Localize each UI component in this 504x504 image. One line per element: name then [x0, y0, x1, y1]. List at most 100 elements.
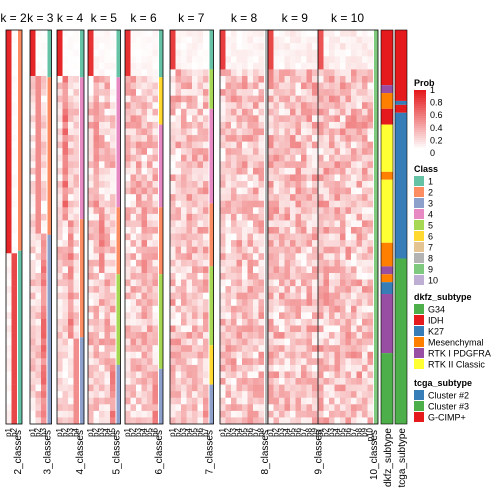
prob-cell: [141, 128, 147, 136]
prob-cell: [175, 95, 181, 103]
prob-cell: [225, 305, 231, 313]
prob-cell: [73, 378, 79, 385]
prob-gradient-step: [414, 136, 426, 139]
column-label: p1: [218, 427, 227, 436]
prob-cell: [340, 220, 346, 228]
panel-bottom-label: 5_classes: [112, 430, 123, 474]
prob-cell: [186, 279, 192, 287]
prob-cell: [318, 135, 324, 142]
prob-cell: [110, 141, 116, 149]
prob-cell: [192, 351, 198, 359]
prob-cell: [351, 292, 357, 300]
prob-cell: [41, 62, 47, 70]
prob-cell: [306, 213, 312, 221]
prob-cell: [279, 36, 285, 44]
prob-cell: [231, 49, 237, 57]
prob-cell: [351, 318, 357, 326]
prob-cell: [362, 194, 368, 202]
prob-cell: [6, 325, 12, 333]
prob-cell: [295, 194, 301, 202]
prob-cell: [197, 135, 203, 142]
prob-cell: [258, 108, 264, 116]
prob-cell: [99, 299, 105, 307]
prob-cell: [312, 128, 318, 136]
prob-cell: [181, 233, 187, 241]
prob-cell: [356, 36, 362, 44]
prob-cell: [62, 69, 68, 77]
prob-cell: [11, 272, 17, 280]
dkfz-annotation: dkfz_subtype: [380, 29, 394, 487]
column-label: p2: [173, 427, 182, 436]
prob-cell: [110, 384, 116, 392]
prob-cell: [88, 75, 94, 83]
prob-cell: [367, 69, 373, 77]
prob-cell: [362, 128, 368, 136]
prob-cell: [88, 397, 94, 405]
prob-cell: [273, 417, 279, 425]
prob-cell: [170, 128, 176, 136]
prob-cell: [203, 325, 209, 333]
prob-cell: [203, 102, 209, 110]
prob-cell: [175, 253, 181, 261]
prob-cell: [35, 30, 41, 37]
prob-cell: [136, 253, 142, 261]
prob-cell: [130, 364, 136, 372]
prob-cell: [125, 417, 131, 425]
prob-cell: [345, 154, 351, 162]
prob-cell: [130, 82, 136, 90]
prob-cell: [152, 141, 158, 149]
prob-cell: [295, 213, 301, 221]
prob-cell: [231, 69, 237, 77]
prob-cell: [356, 332, 362, 339]
prob-cell: [258, 391, 264, 399]
prob-cell: [170, 318, 176, 326]
prob-cell: [362, 292, 368, 300]
prob-cell: [170, 417, 176, 425]
prob-cell: [99, 207, 105, 215]
prob-cell: [136, 135, 142, 142]
prob-cell: [231, 246, 237, 254]
prob-cell: [279, 240, 285, 247]
prob-cell: [306, 358, 312, 366]
prob-cell: [6, 95, 12, 103]
prob-cell: [362, 141, 368, 149]
prob-cell: [152, 207, 158, 215]
prob-cell: [125, 108, 131, 116]
prob-cell: [6, 305, 12, 313]
prob-cell: [301, 332, 307, 339]
prob-cell: [11, 102, 17, 110]
prob-cell: [295, 121, 301, 129]
prob-cell: [152, 410, 158, 418]
prob-cell: [236, 384, 242, 392]
prob-cell: [104, 43, 110, 50]
prob-cell: [258, 43, 264, 50]
prob-cell: [170, 49, 176, 57]
prob-cell: [301, 259, 307, 267]
prob-cell: [203, 318, 209, 326]
prob-cell: [125, 36, 131, 44]
prob-cell: [141, 371, 147, 379]
prob-cell: [345, 49, 351, 57]
prob-cell: [6, 240, 12, 247]
prob-cell: [242, 128, 248, 136]
prob-cell: [290, 358, 296, 366]
prob-cell: [351, 69, 357, 77]
prob-cell: [329, 36, 335, 44]
prob-cell: [242, 266, 248, 274]
prob-cell: [197, 95, 203, 103]
prob-cell: [6, 318, 12, 326]
prob-cell: [284, 82, 290, 90]
prob-cell: [225, 227, 231, 234]
prob-cell: [35, 279, 41, 287]
prob-cell: [323, 233, 329, 241]
prob-cell: [11, 121, 17, 129]
prob-cell: [192, 227, 198, 234]
prob-cell: [247, 345, 253, 353]
panel-frame: [169, 29, 214, 425]
prob-cell: [170, 272, 176, 280]
prob-cell: [295, 154, 301, 162]
prob-cell: [273, 338, 279, 346]
prob-cell: [362, 371, 368, 379]
prob-cell: [73, 253, 79, 261]
prob-cell: [110, 200, 116, 208]
